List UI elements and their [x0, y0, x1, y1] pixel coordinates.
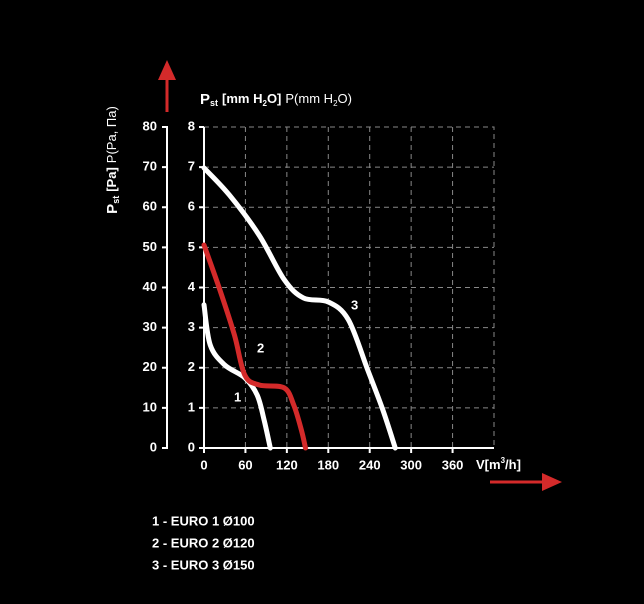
y2-tick-label: 0 — [188, 439, 195, 454]
x-title-sup: 3 — [501, 456, 506, 465]
y2-tick-label: 4 — [188, 279, 196, 294]
y2-tick-label: 3 — [188, 319, 195, 334]
y-title-alt: P(Pa, Па) — [104, 106, 119, 163]
x-tick-label: 180 — [317, 457, 339, 472]
y-tick-label: 20 — [143, 359, 157, 374]
x-tick-label: 0 — [200, 457, 207, 472]
y2-title-alt-end: O) — [338, 91, 352, 106]
series-line — [201, 165, 398, 451]
x-tick-label: 300 — [400, 457, 422, 472]
x-title-b: /h] — [505, 457, 521, 472]
y-tick-label: 30 — [143, 319, 157, 334]
legend-entry: 3 - EURO 3 Ø150 — [152, 557, 255, 572]
y2-title-unit-sub: 2 — [262, 99, 267, 108]
x-arrowhead — [542, 473, 562, 491]
y2-tick-label: 2 — [188, 359, 195, 374]
y2-title-symbol: P — [200, 91, 210, 108]
curve-label: 1 — [234, 389, 241, 404]
y-title-symbol: P — [104, 204, 121, 214]
y-title-unit: [Pa] — [104, 167, 119, 192]
y-tick-label: 80 — [143, 118, 157, 133]
legend-entry: 1 - EURO 1 Ø100 — [152, 513, 255, 528]
curve-label: 2 — [257, 340, 264, 355]
y2-tick-label: 6 — [188, 199, 195, 214]
y2-title-alt-sub: 2 — [333, 99, 338, 108]
y2-axis-title: Pst [mm H2O] P(mm H2O) — [200, 91, 352, 108]
y-tick-label: 50 — [143, 239, 157, 254]
x-tick-label: 360 — [442, 457, 464, 472]
y2-title-sub: st — [210, 98, 218, 108]
x-tick-label: 240 — [359, 457, 381, 472]
y2-tick-label: 8 — [188, 118, 195, 133]
y2-tick-label: 1 — [188, 399, 195, 414]
series-line — [201, 242, 308, 451]
y-title-sub: st — [111, 196, 121, 204]
x-axis-title: V[m3/h] — [476, 456, 521, 472]
x-title-a: V[m — [476, 457, 501, 472]
y-tick-label: 60 — [143, 199, 157, 214]
y-tick-label: 0 — [150, 439, 157, 454]
legend-entry: 2 - EURO 2 Ø120 — [152, 535, 255, 550]
y-tick-label: 10 — [143, 399, 157, 414]
y-tick-label: 70 — [143, 159, 157, 174]
curve-label: 3 — [351, 297, 358, 312]
y2-tick-label: 7 — [188, 159, 195, 174]
y-arrowhead — [158, 60, 176, 80]
y2-title-unit-end: O] — [267, 91, 281, 106]
y-axis-title: Pst [Pa] P(Pa, Па) — [104, 106, 121, 214]
x-tick-label: 120 — [276, 457, 298, 472]
y2-tick-label: 5 — [188, 239, 195, 254]
x-tick-label: 60 — [238, 457, 252, 472]
y2-title-unit: [mm H — [222, 91, 262, 106]
y2-title-alt: P(mm H — [285, 91, 333, 106]
y-tick-label: 40 — [143, 279, 157, 294]
